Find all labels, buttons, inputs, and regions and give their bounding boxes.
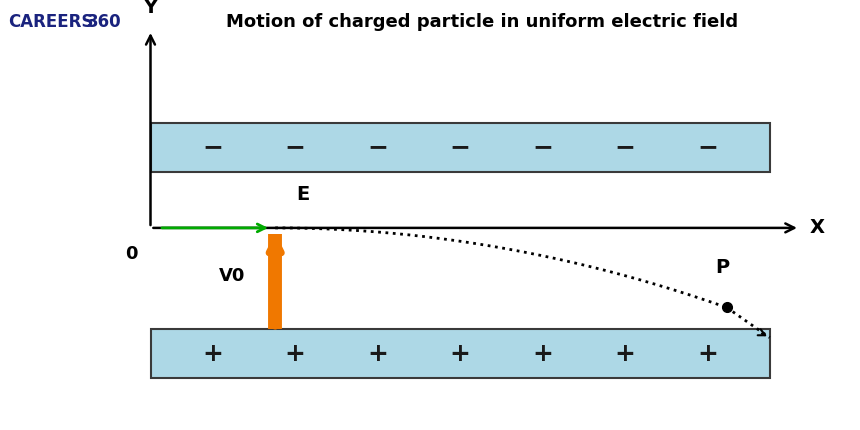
Text: −: − xyxy=(532,135,553,159)
Text: +: + xyxy=(285,342,305,366)
Text: E: E xyxy=(297,185,310,204)
Text: −: − xyxy=(450,135,470,159)
Text: CAREERS: CAREERS xyxy=(9,13,94,31)
Text: 0: 0 xyxy=(126,245,138,263)
Text: Y: Y xyxy=(144,0,157,17)
Text: +: + xyxy=(532,342,553,366)
Text: −: − xyxy=(202,135,223,159)
Text: +: + xyxy=(450,342,470,366)
Text: −: − xyxy=(367,135,388,159)
Text: X: X xyxy=(810,218,825,237)
Text: +: + xyxy=(615,342,636,366)
Bar xyxy=(150,123,770,172)
Text: Motion of charged particle in uniform electric field: Motion of charged particle in uniform el… xyxy=(225,13,738,31)
Text: V0: V0 xyxy=(219,267,246,285)
Text: +: + xyxy=(202,342,223,366)
Text: +: + xyxy=(367,342,388,366)
Text: −: − xyxy=(615,135,636,159)
Text: P: P xyxy=(716,258,729,277)
Text: +: + xyxy=(697,342,718,366)
Text: 360: 360 xyxy=(87,13,121,31)
Text: −: − xyxy=(285,135,305,159)
Bar xyxy=(150,329,770,378)
Text: −: − xyxy=(697,135,718,159)
